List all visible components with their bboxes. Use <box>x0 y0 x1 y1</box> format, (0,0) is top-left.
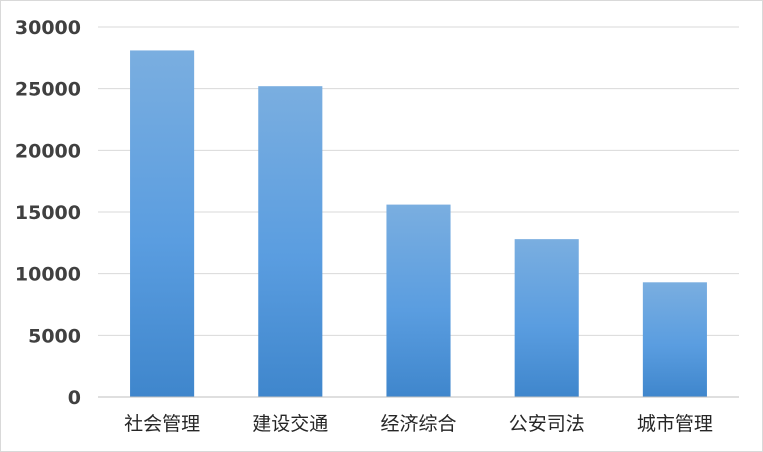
y-tick-label: 20000 <box>15 140 81 162</box>
y-tick-label: 0 <box>68 387 81 409</box>
x-axis-ticks: 社会管理 建设交通 经济综合 公安司法 城市管理 <box>124 413 713 435</box>
x-tick-label: 建设交通 <box>252 413 328 435</box>
bar-5 <box>642 282 707 397</box>
bar-4 <box>514 239 579 397</box>
y-tick-label: 5000 <box>28 325 81 347</box>
y-tick-label: 30000 <box>15 17 81 39</box>
y-tick-label: 25000 <box>15 79 81 101</box>
y-axis-ticks: 0 5000 10000 15000 20000 25000 30000 <box>15 17 81 409</box>
bars <box>130 50 707 397</box>
bar-2 <box>258 86 323 397</box>
bar-3 <box>386 204 451 397</box>
x-tick-label: 经济综合 <box>380 413 456 435</box>
y-tick-label: 15000 <box>15 202 81 224</box>
bar-1 <box>130 50 195 397</box>
y-tick-label: 10000 <box>15 264 81 286</box>
x-tick-label: 社会管理 <box>124 413 200 435</box>
x-tick-label: 公安司法 <box>509 413 585 435</box>
x-tick-label: 城市管理 <box>637 413 713 435</box>
